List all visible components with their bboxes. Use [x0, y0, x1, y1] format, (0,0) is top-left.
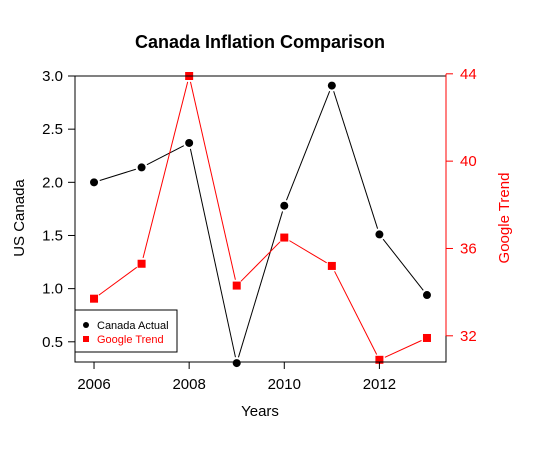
- legend: Canada Actual Google Trend: [74, 309, 178, 353]
- google-trend-point: [280, 233, 289, 242]
- canada-actual-line-segment: [237, 211, 284, 358]
- canada-actual-point: [137, 163, 146, 172]
- legend-label-canada-actual: Canada Actual: [97, 320, 169, 332]
- canada-actual-point: [422, 291, 431, 300]
- google-trend-line-segment: [142, 81, 189, 259]
- canada-actual-line-segment: [189, 148, 236, 358]
- right-y-tick-label: 40: [460, 153, 477, 170]
- left-y-tick-label: 2.0: [42, 174, 63, 191]
- left-y-tick-label: 2.5: [42, 121, 63, 138]
- google-trend-line-segment: [240, 241, 281, 282]
- canada-actual-point: [90, 178, 99, 187]
- left-y-tick-label: 0.5: [42, 334, 63, 351]
- canada-actual-point: [280, 201, 289, 210]
- x-tick-label: 2010: [268, 376, 301, 393]
- left-y-axis-title: US Canada: [11, 179, 28, 257]
- google-trend-point: [232, 281, 241, 290]
- canada-actual-line-segment: [146, 145, 185, 166]
- right-y-tick-label: 32: [460, 328, 477, 345]
- right-y-tick-label: 44: [460, 66, 477, 83]
- google-trend-point: [422, 333, 431, 342]
- google-trend-point: [137, 259, 146, 268]
- left-y-tick-label: 1.5: [42, 227, 63, 244]
- google-trend-point: [327, 261, 336, 270]
- canada-actual-line-segment: [382, 238, 424, 291]
- google-trend-line-segment: [189, 81, 236, 280]
- x-axis-title: Years: [241, 403, 279, 420]
- canada-actual-point: [327, 81, 336, 90]
- google-trend-line-segment: [98, 266, 138, 296]
- axes: 0.5 1.0 1.5 2.0 2.5 3.0 32 36 40 44 2006 2008 2010 20…: [42, 66, 477, 393]
- legend-label-google-trend: Google Trend: [97, 334, 164, 346]
- x-tick-label: 2012: [363, 376, 396, 393]
- plot-area: [90, 72, 431, 368]
- chart-title: Canada Inflation Comparison: [135, 32, 385, 52]
- canada-actual-point: [232, 359, 241, 368]
- canada-actual-line-segment: [286, 90, 331, 201]
- canada-actual-line-segment: [333, 91, 379, 229]
- canada-actual-line-segment: [99, 168, 137, 182]
- google-trend-line-segment: [289, 240, 327, 264]
- left-y-tick-label: 3.0: [42, 68, 63, 85]
- google-trend-line-segment: [384, 340, 422, 358]
- right-y-tick-label: 36: [460, 240, 477, 257]
- google-trend-line-segment: [334, 271, 378, 355]
- google-trend-point: [375, 355, 384, 364]
- google-trend-point: [90, 294, 99, 303]
- canada-actual-point: [185, 138, 194, 147]
- right-y-axis-title: Google Trend: [496, 173, 513, 264]
- legend-marker-canada-actual: [83, 322, 89, 328]
- x-tick-label: 2006: [77, 376, 110, 393]
- legend-marker-google-trend: [83, 336, 89, 342]
- canada-actual-point: [375, 230, 384, 239]
- legend-box: [74, 309, 178, 353]
- x-tick-label: 2008: [172, 376, 205, 393]
- left-y-tick-label: 1.0: [42, 281, 63, 298]
